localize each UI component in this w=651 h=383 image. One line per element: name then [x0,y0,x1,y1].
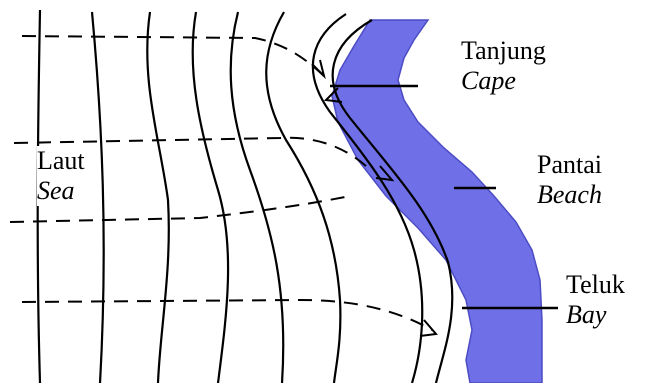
label-beach-local: Pantai [537,150,602,180]
wave-crest-2 [92,12,104,383]
label-beach-english: Beach [537,180,602,210]
wave-ray-1 [22,36,324,76]
label-beach: Pantai Beach [537,150,602,210]
label-cape: Tanjung Cape [461,36,546,96]
wave-crest-4 [193,12,228,383]
label-bay: Teluk Bay [566,270,625,330]
wave-crest-3 [147,12,169,383]
label-cape-english: Cape [461,66,546,96]
wave-crest-5 [231,12,284,383]
label-sea-local: Laut [37,146,85,176]
label-cape-local: Tanjung [461,36,546,66]
label-sea-english: Sea [37,176,85,206]
label-sea: Laut Sea [37,146,87,206]
label-bay-english: Bay [566,300,625,330]
label-bay-local: Teluk [566,270,625,300]
wave-crest-6 [266,12,340,383]
